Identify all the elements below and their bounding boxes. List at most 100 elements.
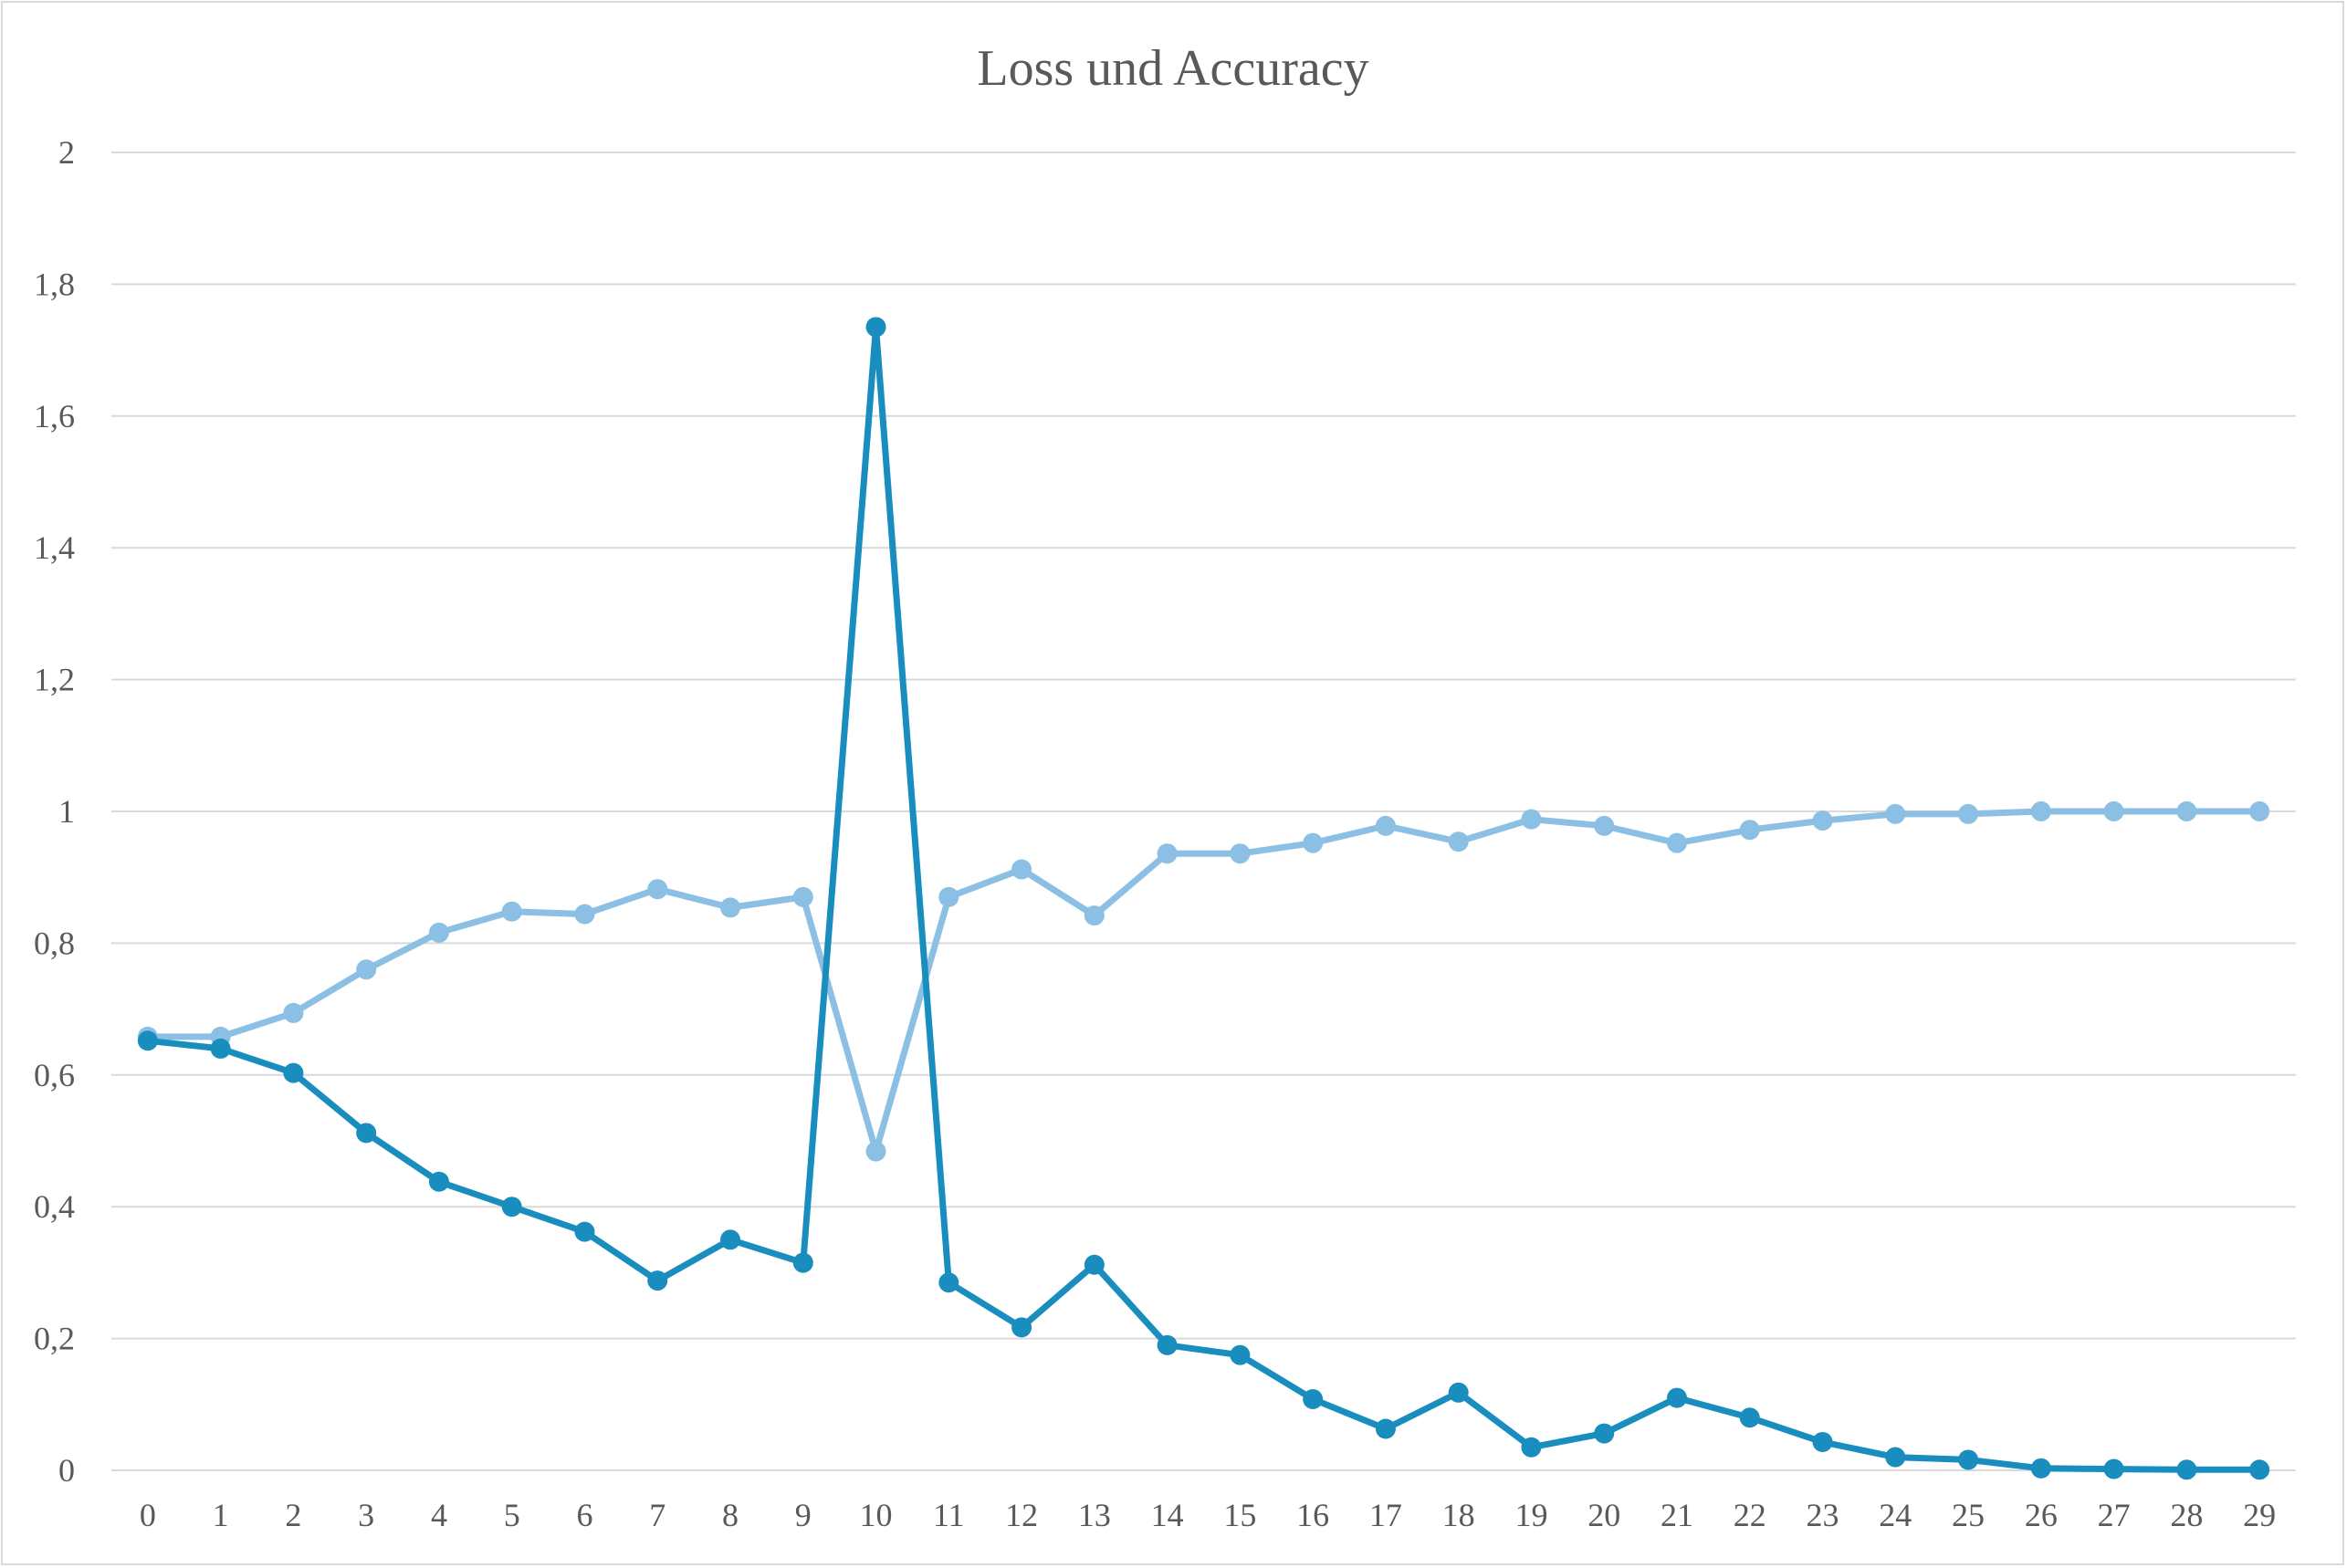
x-tick-label: 18 bbox=[1442, 1497, 1475, 1533]
x-tick-label: 26 bbox=[2025, 1497, 2058, 1533]
data-point bbox=[647, 879, 668, 900]
data-point bbox=[865, 1141, 886, 1162]
data-point bbox=[720, 897, 741, 918]
data-point bbox=[1011, 859, 1032, 880]
data-point bbox=[1885, 803, 1906, 824]
data-point bbox=[1230, 1344, 1251, 1365]
x-tick-label: 19 bbox=[1514, 1497, 1547, 1533]
data-point bbox=[574, 904, 595, 925]
y-tick-label: 0,6 bbox=[34, 1057, 75, 1093]
data-point bbox=[1375, 1418, 1396, 1439]
data-point bbox=[2103, 1458, 2124, 1479]
data-point bbox=[1084, 1254, 1105, 1275]
data-point bbox=[1885, 1447, 1906, 1468]
x-tick-label: 15 bbox=[1223, 1497, 1256, 1533]
data-point bbox=[1157, 1334, 1178, 1355]
series-line bbox=[144, 808, 2263, 1155]
data-point bbox=[501, 1197, 522, 1218]
data-point bbox=[792, 886, 813, 907]
data-point bbox=[1666, 832, 1687, 853]
y-tick-label: 1,8 bbox=[34, 266, 75, 302]
x-tick-label: 16 bbox=[1296, 1497, 1329, 1533]
y-tick-label: 0,4 bbox=[34, 1188, 75, 1225]
y-tick-label: 0 bbox=[58, 1452, 75, 1489]
x-tick-label: 29 bbox=[2243, 1497, 2276, 1533]
x-tick-label: 11 bbox=[933, 1497, 965, 1533]
x-tick-label: 7 bbox=[649, 1497, 665, 1533]
data-point bbox=[283, 1062, 304, 1083]
data-point bbox=[1303, 832, 1324, 853]
data-point bbox=[2249, 1459, 2270, 1480]
x-tick-label: 0 bbox=[140, 1497, 156, 1533]
y-tick-label: 1,4 bbox=[34, 529, 75, 566]
data-point bbox=[2030, 1458, 2051, 1479]
x-axis-ticks: 0 1 2 3 4 5 6 7 8 9 10 11 12 13 14 15 16 17 18 19 20 21 22 23 24… bbox=[140, 1497, 2276, 1533]
x-tick-label: 21 bbox=[1661, 1497, 1693, 1533]
data-point bbox=[1375, 815, 1396, 836]
data-point bbox=[2030, 801, 2051, 821]
x-tick-label: 8 bbox=[722, 1497, 739, 1533]
data-point bbox=[1303, 1389, 1324, 1410]
data-point bbox=[792, 1252, 813, 1273]
data-point bbox=[1521, 809, 1542, 830]
x-tick-label: 2 bbox=[285, 1497, 301, 1533]
data-point bbox=[720, 1229, 741, 1250]
series-layer bbox=[137, 317, 2270, 1480]
data-point bbox=[428, 1171, 449, 1192]
data-point bbox=[1594, 1423, 1615, 1444]
data-point bbox=[137, 1030, 158, 1051]
data-point bbox=[2103, 801, 2124, 821]
x-tick-label: 23 bbox=[1807, 1497, 1839, 1533]
x-tick-label: 1 bbox=[213, 1497, 229, 1533]
data-point bbox=[428, 922, 449, 943]
data-point bbox=[1958, 803, 1979, 824]
data-point bbox=[210, 1038, 231, 1059]
x-tick-label: 13 bbox=[1078, 1497, 1111, 1533]
data-point bbox=[1594, 815, 1615, 836]
data-point bbox=[501, 901, 522, 922]
y-tick-label: 0,2 bbox=[34, 1321, 75, 1357]
data-point bbox=[356, 1123, 377, 1144]
series-2 bbox=[137, 801, 2270, 1162]
data-point bbox=[1230, 843, 1251, 864]
data-point bbox=[1521, 1437, 1542, 1458]
data-point bbox=[1812, 1431, 1833, 1452]
x-tick-label: 17 bbox=[1369, 1497, 1402, 1533]
x-tick-label: 10 bbox=[860, 1497, 893, 1533]
data-point bbox=[1739, 820, 1760, 841]
data-point bbox=[2176, 1459, 2197, 1480]
data-point bbox=[283, 1002, 304, 1023]
chart-title: Loss und Accuracy bbox=[977, 40, 1368, 97]
data-point bbox=[1448, 831, 1469, 852]
data-point bbox=[865, 317, 886, 338]
data-point bbox=[938, 1272, 959, 1293]
x-tick-label: 28 bbox=[2170, 1497, 2203, 1533]
x-tick-label: 27 bbox=[2098, 1497, 2131, 1533]
x-tick-label: 22 bbox=[1734, 1497, 1766, 1533]
data-point bbox=[1011, 1317, 1032, 1338]
series-line bbox=[144, 323, 2263, 1473]
data-point bbox=[647, 1270, 668, 1291]
data-point bbox=[1812, 810, 1833, 831]
x-tick-label: 9 bbox=[795, 1497, 812, 1533]
x-tick-label: 24 bbox=[1879, 1497, 1912, 1533]
data-point bbox=[1739, 1407, 1760, 1428]
x-tick-label: 6 bbox=[576, 1497, 592, 1533]
data-point bbox=[938, 886, 959, 907]
y-axis-ticks: 0 0,2 0,4 0,6 0,8 1 1,2 1,4 1,6 1,8 2 bbox=[34, 134, 75, 1489]
x-tick-label: 4 bbox=[431, 1497, 447, 1533]
x-tick-label: 12 bbox=[1005, 1497, 1038, 1533]
x-tick-label: 5 bbox=[504, 1497, 520, 1533]
data-point bbox=[356, 959, 377, 980]
data-point bbox=[1157, 843, 1178, 864]
y-tick-label: 1 bbox=[58, 793, 75, 830]
data-point bbox=[2249, 801, 2270, 821]
data-point bbox=[2176, 801, 2197, 821]
data-point bbox=[574, 1221, 595, 1242]
series-1 bbox=[137, 317, 2270, 1480]
data-point bbox=[1958, 1449, 1979, 1470]
y-tick-label: 0,8 bbox=[34, 925, 75, 961]
x-tick-label: 25 bbox=[1952, 1497, 1985, 1533]
